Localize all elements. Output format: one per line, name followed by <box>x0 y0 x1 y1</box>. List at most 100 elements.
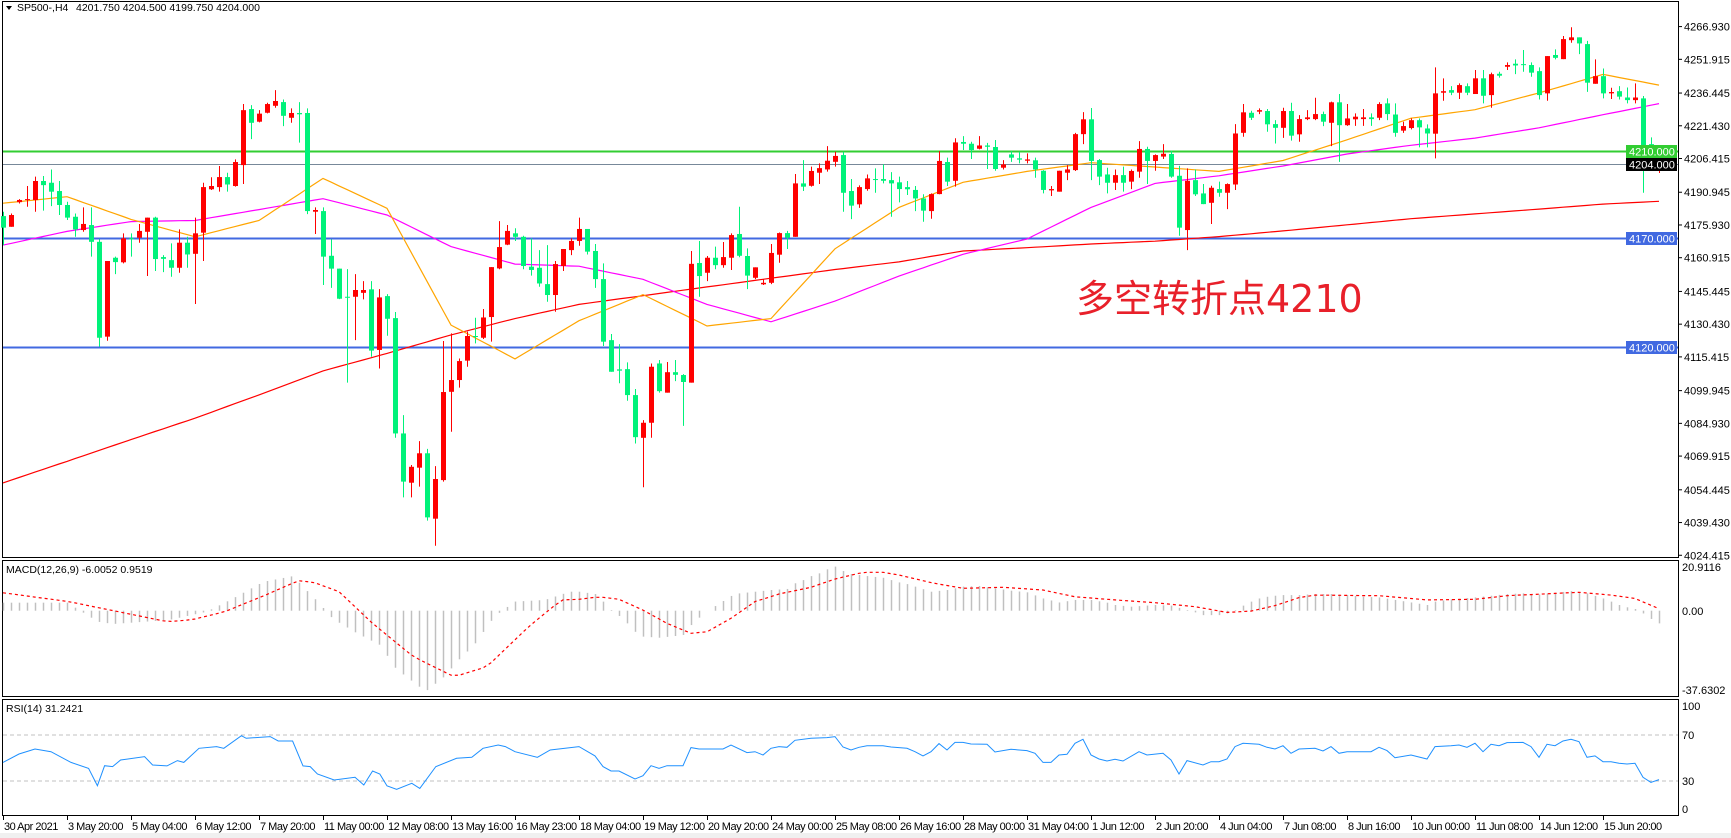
candle <box>1297 115 1302 142</box>
candle-body <box>441 392 446 481</box>
rsi-axis-30: 30 <box>1682 776 1694 788</box>
candle-body <box>449 380 454 392</box>
candle-body <box>457 361 462 381</box>
candle <box>617 344 622 384</box>
candle <box>385 294 390 336</box>
candle <box>1585 40 1590 92</box>
candle-body <box>505 230 510 245</box>
candle-body <box>513 233 518 237</box>
candle-body <box>1001 164 1006 168</box>
candle-body <box>1577 37 1582 44</box>
candle <box>1017 151 1022 164</box>
candle <box>1169 150 1174 178</box>
candle-body <box>1457 85 1462 93</box>
candle-body <box>1361 117 1366 120</box>
macd-panel[interactable] <box>2 560 1679 697</box>
candle-body <box>985 145 990 147</box>
candle-body <box>49 182 54 192</box>
candle-body <box>1081 119 1086 135</box>
candle <box>489 267 494 342</box>
price-tick-label: 4190.945 <box>1684 187 1730 199</box>
candle <box>401 415 406 498</box>
time-tick-label: 25 May 08:00 <box>836 821 897 833</box>
candle-body <box>1089 119 1094 161</box>
candle <box>809 166 814 187</box>
candle-body <box>1065 169 1070 173</box>
level-tag-box <box>1626 145 1677 158</box>
candle <box>1625 87 1630 104</box>
candle <box>1121 166 1126 192</box>
candle-body <box>305 112 310 212</box>
candle-body <box>25 199 30 201</box>
price-tick-label: 4099.945 <box>1684 386 1730 398</box>
candle <box>529 238 534 276</box>
candle-body <box>153 217 158 260</box>
candle-body <box>1561 39 1566 60</box>
candle-body <box>1057 170 1062 192</box>
candle-body <box>97 241 102 338</box>
candle <box>225 172 230 192</box>
candle-body <box>1569 37 1574 41</box>
candle <box>65 201 70 221</box>
candle <box>361 281 366 300</box>
candle <box>1233 124 1238 190</box>
candle <box>1193 169 1198 197</box>
candle <box>265 102 270 114</box>
time-tick-label: 4 Jun 04:00 <box>1220 821 1272 833</box>
candle-body <box>1009 154 1014 158</box>
candle-body <box>1265 111 1270 125</box>
candle-body <box>681 375 686 382</box>
price-tick-label: 4054.445 <box>1684 485 1730 497</box>
candle <box>1569 27 1574 43</box>
candle-body <box>641 422 646 438</box>
candle-body <box>689 263 694 383</box>
candle-body <box>1529 65 1534 73</box>
candle-body <box>377 297 382 350</box>
candle <box>113 256 118 275</box>
candle-body <box>1353 116 1358 120</box>
candle-body <box>465 336 470 361</box>
price-tick-label: 4130.430 <box>1684 319 1730 331</box>
candle <box>161 255 166 273</box>
candle <box>209 177 214 190</box>
candle <box>377 289 382 369</box>
candle-body <box>841 155 846 193</box>
triangle-down-icon[interactable] <box>6 6 12 10</box>
candle-body <box>649 366 654 423</box>
ohlc-readout: 4201.750 4204.500 4199.750 4204.000 <box>76 2 260 14</box>
rsi-series <box>2 734 1678 790</box>
level-tag-label: 4120.000 <box>1629 343 1675 355</box>
candle-body <box>1233 133 1238 185</box>
candle-body <box>1345 118 1350 126</box>
time-tick-label: 7 Jun 08:00 <box>1284 821 1336 833</box>
candle <box>177 229 182 273</box>
candle-body <box>809 170 814 186</box>
candle <box>217 165 222 192</box>
candle-body <box>769 252 774 283</box>
candle <box>185 236 190 268</box>
candle <box>345 269 350 383</box>
candle <box>1241 104 1246 137</box>
price-tick-label: 4221.430 <box>1684 121 1730 133</box>
rsi-panel[interactable] <box>2 699 1679 816</box>
candle <box>649 363 654 438</box>
price-tick-label: 4206.415 <box>1684 154 1730 166</box>
candle-body <box>1185 180 1190 231</box>
candle <box>41 175 46 211</box>
candle <box>761 279 766 285</box>
candle <box>1497 71 1502 78</box>
candle <box>1201 184 1206 205</box>
time-tick-label: 7 May 20:00 <box>260 821 315 833</box>
candle <box>1577 37 1582 55</box>
candle <box>433 466 438 546</box>
candle-body <box>321 211 326 257</box>
candle-body <box>329 255 334 269</box>
candle <box>953 138 958 187</box>
macd-axis-max: 20.9116 <box>1682 562 1721 574</box>
candle <box>513 228 518 241</box>
price-panel[interactable] <box>2 1 1679 558</box>
candle <box>625 362 630 401</box>
candle-body <box>873 179 878 181</box>
candle <box>1185 168 1190 251</box>
